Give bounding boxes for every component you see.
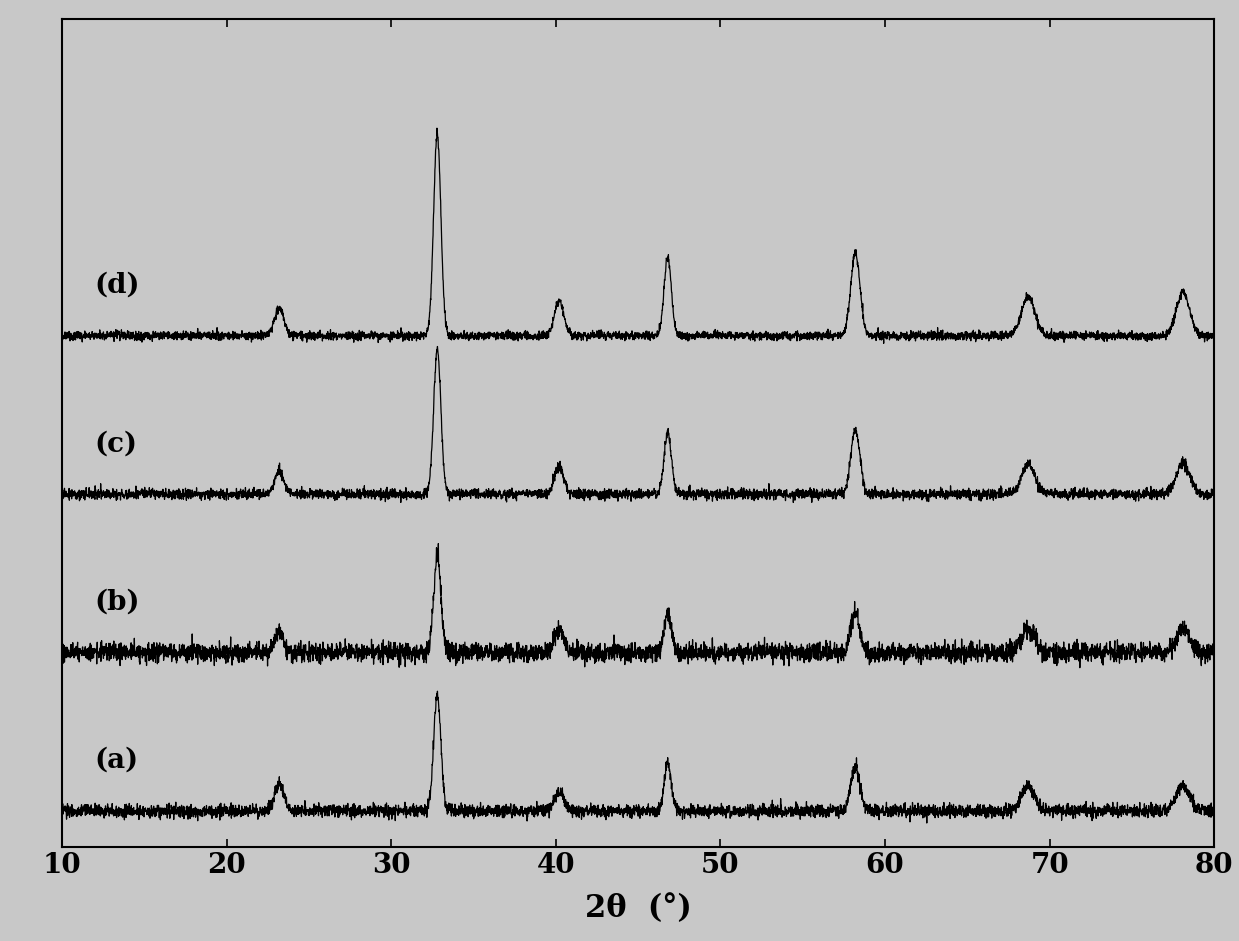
Text: (a): (a)	[95, 747, 139, 774]
Text: (c): (c)	[95, 430, 138, 457]
Text: (d): (d)	[95, 272, 140, 298]
Text: (b): (b)	[95, 588, 140, 615]
X-axis label: 2θ  (°): 2θ (°)	[585, 893, 691, 924]
